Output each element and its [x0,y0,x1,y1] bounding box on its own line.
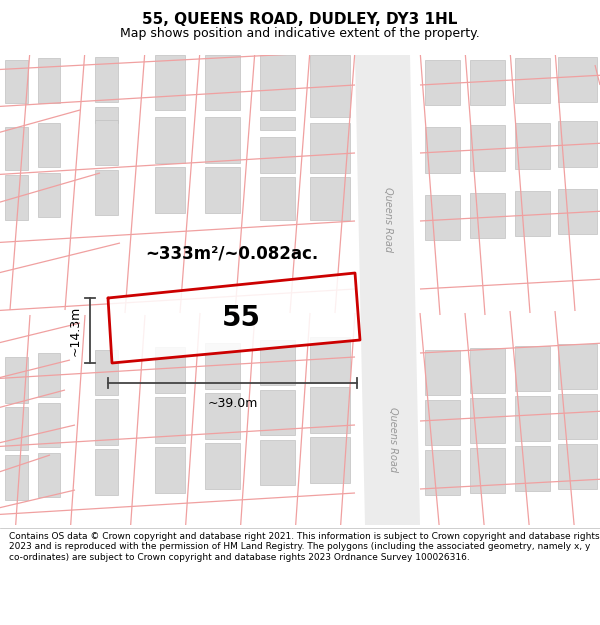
Polygon shape [260,390,295,435]
Polygon shape [95,350,118,395]
Polygon shape [260,137,295,173]
Polygon shape [515,346,550,391]
Polygon shape [155,447,185,493]
Polygon shape [260,117,295,130]
Polygon shape [470,193,505,238]
Polygon shape [205,167,240,213]
Polygon shape [95,449,118,495]
Polygon shape [260,177,295,220]
Polygon shape [5,357,28,403]
Polygon shape [470,448,505,493]
Polygon shape [155,117,185,163]
Polygon shape [515,446,550,491]
Polygon shape [38,353,60,397]
Polygon shape [260,55,295,110]
Polygon shape [205,55,240,110]
Polygon shape [425,127,460,173]
Polygon shape [38,123,60,167]
Polygon shape [95,170,118,215]
Polygon shape [155,397,185,443]
Polygon shape [205,117,240,163]
Polygon shape [310,177,350,220]
Polygon shape [470,60,505,105]
Polygon shape [425,195,460,240]
Polygon shape [155,55,185,110]
Polygon shape [310,437,350,483]
Text: Map shows position and indicative extent of the property.: Map shows position and indicative extent… [120,27,480,39]
Text: ~14.3m: ~14.3m [69,306,82,356]
Polygon shape [558,57,597,102]
Polygon shape [205,343,240,389]
Polygon shape [515,191,550,236]
Polygon shape [95,120,118,165]
Polygon shape [355,55,420,525]
Polygon shape [558,444,597,489]
Polygon shape [470,348,505,393]
Polygon shape [558,394,597,439]
Polygon shape [310,123,350,173]
Polygon shape [205,443,240,489]
Polygon shape [558,121,597,167]
Polygon shape [5,455,28,500]
Polygon shape [558,189,597,234]
Polygon shape [155,167,185,213]
Polygon shape [515,396,550,441]
Polygon shape [95,399,118,445]
Polygon shape [425,450,460,495]
Polygon shape [515,58,550,103]
Polygon shape [5,60,28,103]
Polygon shape [5,127,28,170]
Polygon shape [558,344,597,389]
Polygon shape [38,403,60,447]
Text: ~333m²/~0.082ac.: ~333m²/~0.082ac. [145,244,318,262]
Polygon shape [310,387,350,433]
Polygon shape [260,340,295,385]
Polygon shape [470,398,505,443]
Polygon shape [38,453,60,497]
Polygon shape [260,440,295,485]
Polygon shape [425,350,460,395]
Polygon shape [5,407,28,450]
Text: 55, QUEENS ROAD, DUDLEY, DY3 1HL: 55, QUEENS ROAD, DUDLEY, DY3 1HL [142,12,458,27]
Polygon shape [425,400,460,445]
Polygon shape [95,107,118,123]
Text: 55: 55 [222,304,261,332]
Polygon shape [95,57,118,102]
Polygon shape [310,337,350,383]
Polygon shape [5,175,28,220]
Text: Queens Road: Queens Road [383,188,393,253]
Polygon shape [38,58,60,103]
Polygon shape [38,173,60,217]
Polygon shape [425,60,460,105]
Text: ~39.0m: ~39.0m [208,397,257,410]
Polygon shape [470,125,505,171]
Polygon shape [155,347,185,393]
Polygon shape [515,123,550,169]
Text: Queens Road: Queens Road [388,408,398,472]
Polygon shape [108,273,360,363]
Text: Contains OS data © Crown copyright and database right 2021. This information is : Contains OS data © Crown copyright and d… [9,532,599,562]
Polygon shape [205,393,240,439]
Polygon shape [310,55,350,117]
